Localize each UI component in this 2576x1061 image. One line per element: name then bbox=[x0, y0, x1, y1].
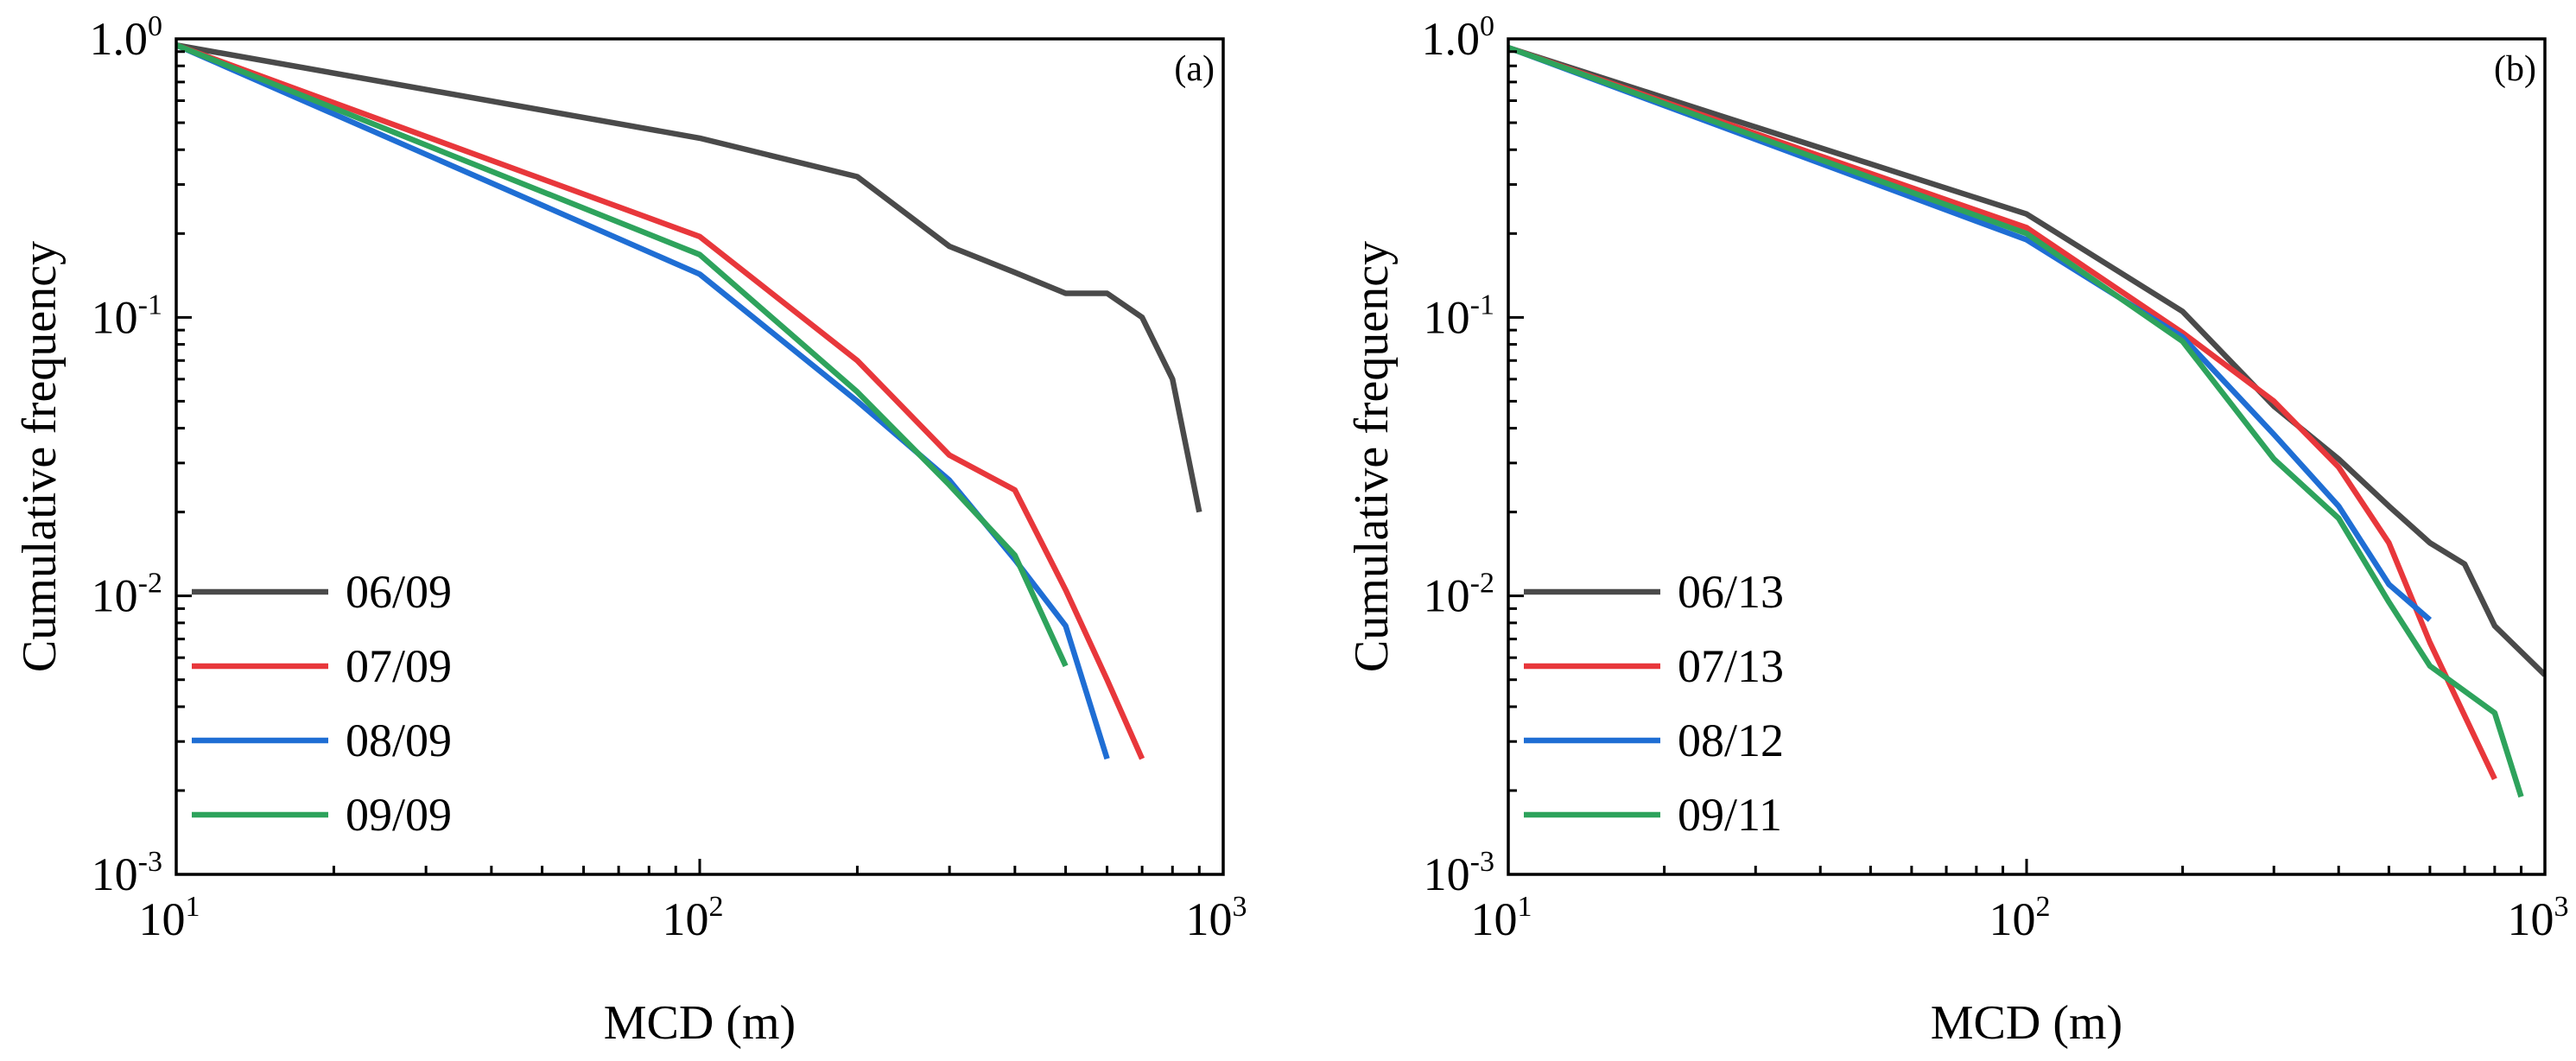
plot-frame bbox=[176, 39, 1223, 874]
series-group bbox=[176, 45, 1199, 759]
figure: 101 102 103 10-3 10-2 10-1 1.00 MCD (m) Cumulati… bbox=[0, 0, 2576, 1061]
legend-label: 08/09 bbox=[346, 715, 452, 766]
y-axis-label: Cumulative frequency bbox=[13, 241, 67, 672]
legend-label: 07/13 bbox=[1678, 640, 1784, 692]
x-axis-label: MCD (m) bbox=[604, 996, 796, 1050]
plot-frame bbox=[1508, 39, 2545, 874]
series-line-09-11 bbox=[1508, 48, 2522, 797]
x-tick-label: 101 bbox=[139, 891, 200, 945]
series-line-08-12 bbox=[1508, 48, 2430, 619]
panel-label: (a) bbox=[1174, 49, 1215, 89]
chart-panel-a: 101 102 103 10-3 10-2 10-1 1.00 MCD (m) Cumulati… bbox=[13, 10, 1247, 1050]
series-group bbox=[1508, 48, 2545, 797]
legend-label: 09/11 bbox=[1678, 789, 1782, 841]
y-tick-label: 10-1 bbox=[1424, 289, 1494, 343]
series-line-07-13 bbox=[1508, 48, 2495, 778]
legend: 06/09 07/09 08/09 09/09 bbox=[192, 566, 452, 841]
y-tick-label: 1.00 bbox=[1422, 10, 1495, 65]
y-tick-label: 10-1 bbox=[92, 289, 162, 343]
legend-label: 06/09 bbox=[346, 566, 452, 618]
chart-panel-b: 101 102 103 10-3 10-2 10-1 1.00 MCD (m) Cumulati… bbox=[1345, 10, 2569, 1050]
legend-label: 06/13 bbox=[1678, 566, 1784, 618]
legend-label: 08/12 bbox=[1678, 715, 1784, 766]
x-tick-label: 103 bbox=[1186, 891, 1247, 945]
x-tick-label: 102 bbox=[1989, 891, 2051, 945]
series-line-08-09 bbox=[176, 45, 1107, 759]
y-tick-label: 10-3 bbox=[92, 846, 162, 900]
x-tick-label: 103 bbox=[2508, 891, 2569, 945]
y-axis-label: Cumulative frequency bbox=[1345, 241, 1399, 672]
panel-label: (b) bbox=[2494, 49, 2536, 89]
y-tick-label: 10-3 bbox=[1424, 846, 1494, 900]
x-axis-label: MCD (m) bbox=[1931, 996, 2122, 1050]
legend: 06/13 07/13 08/12 09/11 bbox=[1524, 566, 1784, 841]
x-tick-label: 101 bbox=[1471, 891, 1532, 945]
series-line-07-09 bbox=[176, 45, 1142, 759]
y-tick-label: 10-2 bbox=[1424, 568, 1494, 622]
y-tick-label: 1.00 bbox=[90, 10, 163, 65]
x-tick-label: 102 bbox=[663, 891, 724, 945]
series-line-09-09 bbox=[176, 45, 1066, 666]
legend-label: 07/09 bbox=[346, 640, 452, 692]
legend-label: 09/09 bbox=[346, 789, 452, 841]
y-tick-label: 10-2 bbox=[92, 568, 162, 622]
